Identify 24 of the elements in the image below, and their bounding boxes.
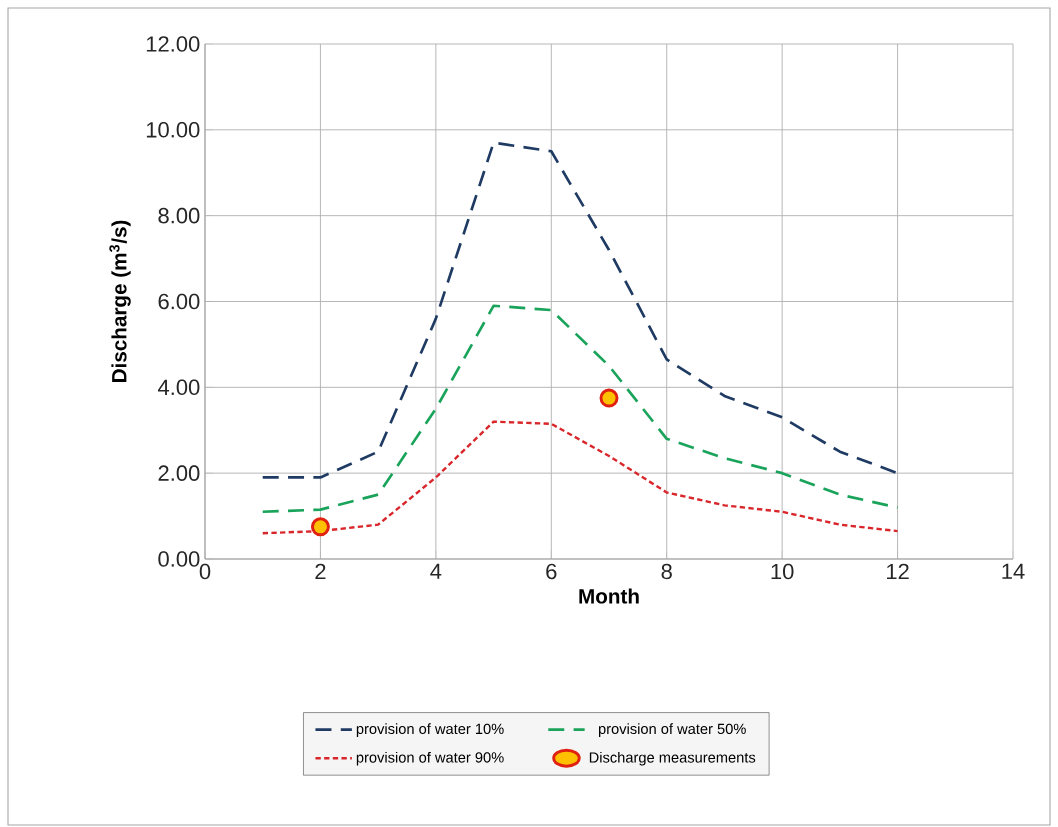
y-tick-label: 6.00	[158, 293, 200, 310]
y-axis-title: Discharge (m$^{3}$/s)	[109, 220, 131, 382]
x-tick-label: 8	[661, 563, 672, 580]
x-tick-label: 0	[199, 563, 211, 580]
legend-label: provision of water 10%	[356, 723, 504, 737]
legend-label: provision of water 90%	[356, 751, 504, 766]
x-tick-label: 12	[887, 563, 909, 580]
y-tick-label: 0.00	[158, 551, 200, 567]
legend-label: Discharge measurements	[589, 751, 756, 766]
line-series	[261, 141, 899, 479]
y-tick-label: 10.00	[146, 122, 200, 138]
x-tick-label: 14	[1002, 563, 1025, 579]
line-series	[261, 420, 899, 535]
legend-label: provision of water 50%	[598, 723, 746, 737]
x-tick-label: 6	[546, 563, 557, 580]
x-tick-label: 10	[771, 563, 794, 580]
line-series	[261, 304, 899, 514]
y-tick-label: 8.00	[158, 207, 200, 224]
y-tick-label: 2.00	[158, 465, 200, 481]
y-tick-label: 12.00	[146, 36, 200, 52]
y-tick-label: 4.00	[157, 379, 200, 396]
x-axis-title: Month	[579, 588, 639, 604]
x-tick-label: 2	[315, 563, 326, 580]
x-tick-label: 4	[430, 563, 442, 579]
